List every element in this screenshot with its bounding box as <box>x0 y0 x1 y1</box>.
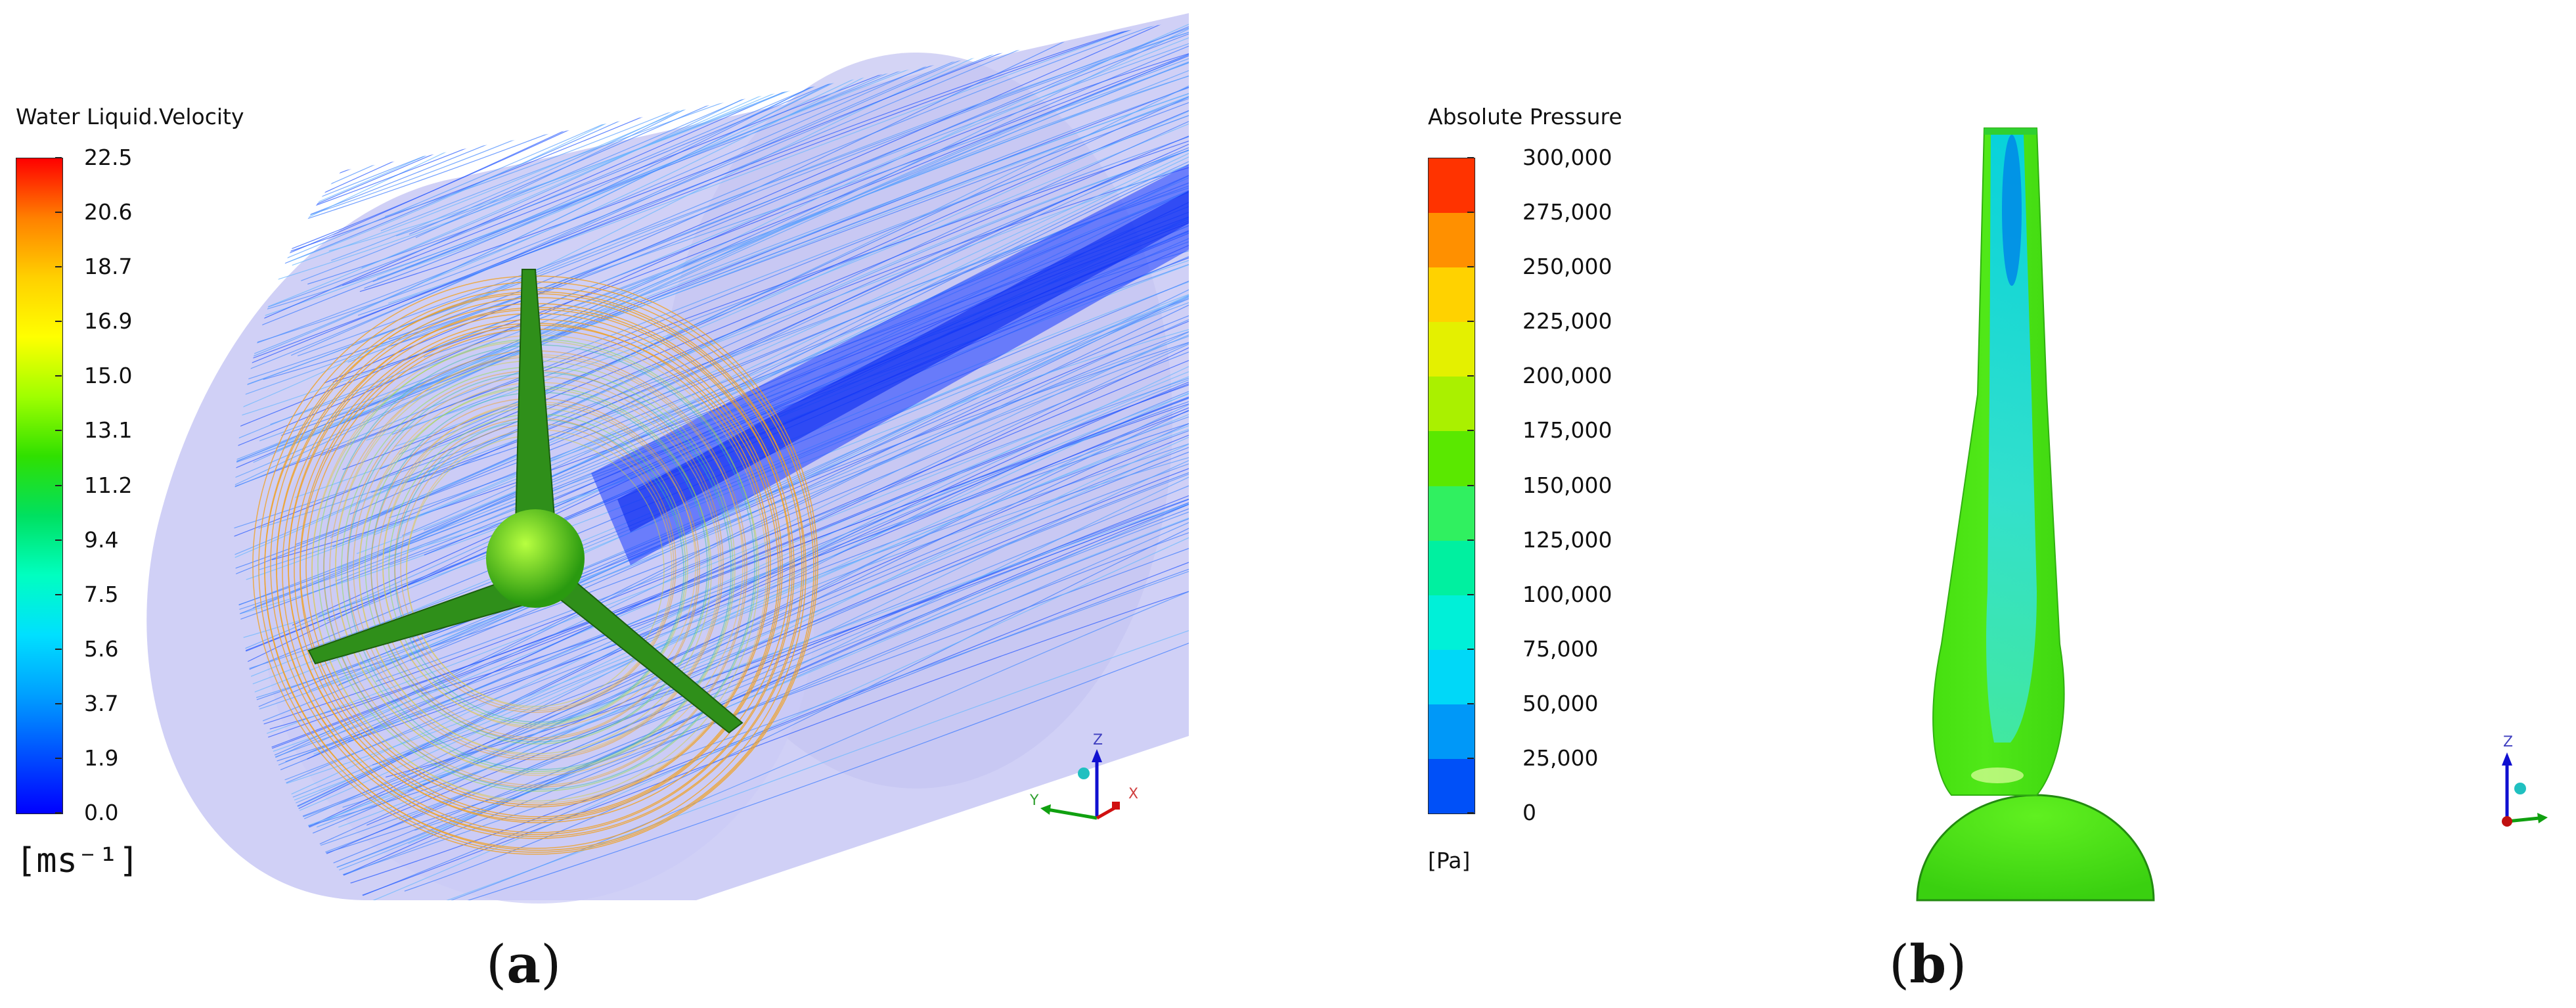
tick-mark <box>55 594 62 595</box>
tick-mark <box>55 266 62 267</box>
panel-a-velocity-streamlines: Z Y X Water Liquid.Velocity 22.5 20.6 18.7… <box>0 0 1288 1008</box>
turbine-streamline-render: Z Y X <box>0 0 1288 1008</box>
tick-mark <box>55 157 62 158</box>
axis-label-y: Y <box>1029 792 1039 809</box>
tick-mark <box>55 812 62 813</box>
tick-mark <box>55 375 62 377</box>
tick-label: 11.2 <box>84 472 132 498</box>
tick-mark <box>55 539 62 541</box>
tick-label: 7.5 <box>84 582 118 607</box>
axis-triad: Z <box>2502 734 2548 827</box>
tick-label: 0.0 <box>84 800 118 825</box>
velocity-unit: [ms⁻¹] <box>16 841 139 881</box>
tick-label: 20.6 <box>84 199 132 225</box>
tick-label: 5.6 <box>84 636 118 662</box>
tick-label: 22.5 <box>84 145 132 170</box>
panel-b-pressure-contour: Absolute Pressure 300,000 275,000 250,000 2… <box>1288 0 2576 1008</box>
hub <box>1917 795 2154 900</box>
caption-a: (a) <box>486 933 561 995</box>
caption-b: (b) <box>1889 933 1966 995</box>
blade <box>1933 128 2064 795</box>
tick-mark <box>55 321 62 322</box>
tick-label: 16.9 <box>84 308 132 334</box>
tick-mark <box>55 758 62 759</box>
caption-a-letter: a <box>506 933 541 995</box>
legend-title: Water Liquid.Velocity <box>16 104 244 129</box>
blade-pressure-render: Z <box>1288 0 2576 1008</box>
tick-mark <box>55 649 62 650</box>
tick-label: 1.9 <box>84 745 118 771</box>
tick-label: 13.1 <box>84 417 132 443</box>
velocity-colorbar <box>16 158 63 814</box>
axis-label-x: X <box>1128 786 1138 802</box>
tick-mark <box>55 212 62 213</box>
streamline <box>266 0 1383 76</box>
tick-mark <box>55 430 62 431</box>
caption-b-letter: b <box>1909 933 1946 995</box>
tick-mark <box>55 485 62 486</box>
tick-label: 18.7 <box>84 254 132 279</box>
axis-label-z: Z <box>2503 734 2513 750</box>
tick-mark <box>55 703 62 704</box>
tick-label: 3.7 <box>84 691 118 716</box>
tick-label: 9.4 <box>84 527 118 553</box>
tick-label: 15.0 <box>84 363 132 388</box>
streamline <box>244 0 1361 104</box>
axis-label-z: Z <box>1093 732 1103 748</box>
